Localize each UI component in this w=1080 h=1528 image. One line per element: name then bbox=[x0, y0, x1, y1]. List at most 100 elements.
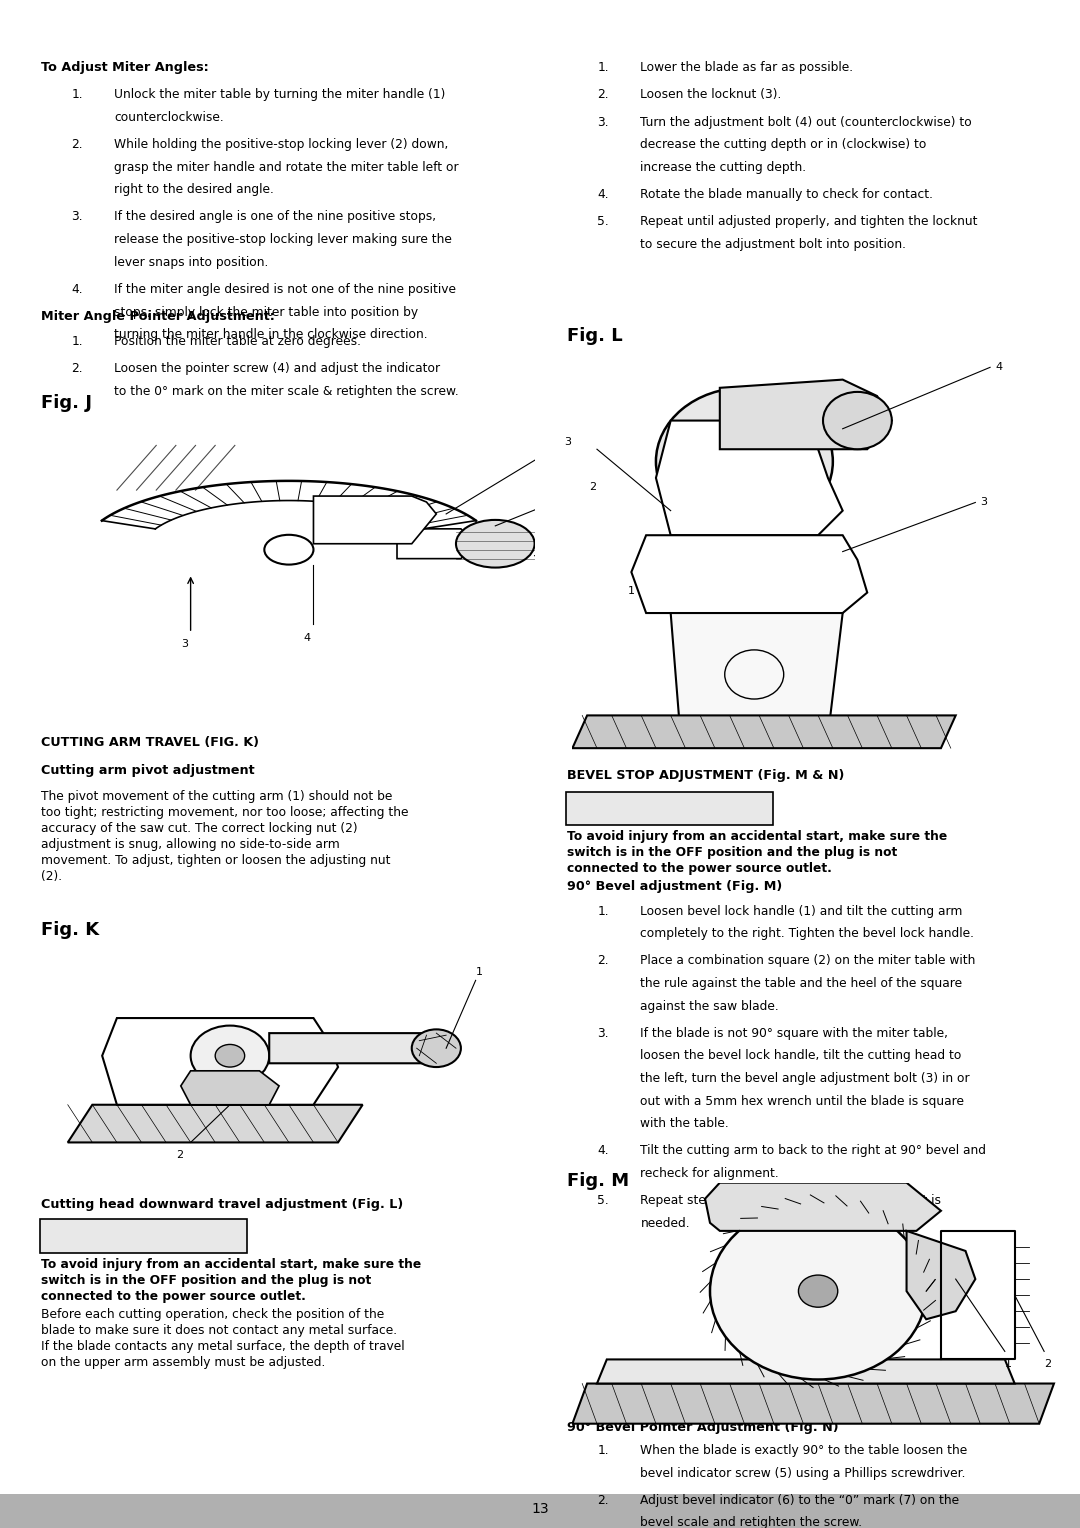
Text: recheck for alignment.: recheck for alignment. bbox=[640, 1167, 779, 1180]
Text: loosen the bevel lock handle, tilt the cutting head to: loosen the bevel lock handle, tilt the c… bbox=[640, 1050, 962, 1062]
Text: Turn the adjustment bolt (4) out (counterclockwise) to: Turn the adjustment bolt (4) out (counte… bbox=[640, 116, 972, 128]
Text: 13: 13 bbox=[531, 1502, 549, 1516]
Text: The pivot movement of the cutting arm (1) should not be
too tight; restricting m: The pivot movement of the cutting arm (1… bbox=[41, 790, 408, 883]
Circle shape bbox=[798, 1274, 838, 1308]
Text: release the positive-stop locking lever making sure the: release the positive-stop locking lever … bbox=[114, 234, 453, 246]
Circle shape bbox=[823, 391, 892, 449]
Text: When the blade is exactly 90° to the table loosen the: When the blade is exactly 90° to the tab… bbox=[640, 1444, 968, 1458]
Text: 3.: 3. bbox=[597, 1027, 609, 1041]
Circle shape bbox=[656, 388, 833, 535]
Text: BEVEL STOP ADJUSTMENT (Fig. M & N): BEVEL STOP ADJUSTMENT (Fig. M & N) bbox=[567, 769, 845, 782]
Polygon shape bbox=[68, 1105, 363, 1143]
Text: the left, turn the bevel angle adjustment bolt (3) in or: the left, turn the bevel angle adjustmen… bbox=[640, 1073, 970, 1085]
Text: 1: 1 bbox=[1004, 1360, 1012, 1369]
Text: needed.: needed. bbox=[640, 1216, 690, 1230]
Text: Position the miter table at zero degrees.: Position the miter table at zero degrees… bbox=[114, 335, 362, 348]
Text: 3.: 3. bbox=[71, 211, 83, 223]
Text: 3: 3 bbox=[180, 639, 188, 649]
Polygon shape bbox=[632, 535, 867, 613]
Polygon shape bbox=[180, 1071, 279, 1105]
Text: to the 0° mark on the miter scale & retighten the screw.: to the 0° mark on the miter scale & reti… bbox=[114, 385, 459, 397]
Polygon shape bbox=[572, 715, 956, 749]
Text: If the miter angle desired is not one of the nine positive: If the miter angle desired is not one of… bbox=[114, 283, 457, 296]
Polygon shape bbox=[720, 379, 892, 449]
Text: 2: 2 bbox=[176, 1151, 183, 1160]
Text: 90° Bevel Pointer Adjustment (Fig. N): 90° Bevel Pointer Adjustment (Fig. N) bbox=[567, 1421, 839, 1435]
Text: Adjust bevel indicator (6) to the “0” mark (7) on the: Adjust bevel indicator (6) to the “0” ma… bbox=[640, 1494, 959, 1507]
Text: 3.: 3. bbox=[597, 116, 609, 128]
Text: bevel scale and retighten the screw.: bevel scale and retighten the screw. bbox=[640, 1516, 863, 1528]
Text: the rule against the table and the heel of the square: the rule against the table and the heel … bbox=[640, 976, 962, 990]
Polygon shape bbox=[906, 1232, 975, 1319]
Text: If the blade is not 90° square with the miter table,: If the blade is not 90° square with the … bbox=[640, 1027, 948, 1041]
Circle shape bbox=[191, 1025, 269, 1086]
Text: Loosen the locknut (3).: Loosen the locknut (3). bbox=[640, 89, 782, 101]
Text: 2.: 2. bbox=[597, 1494, 609, 1507]
Text: 2: 2 bbox=[589, 483, 596, 492]
Text: 4.: 4. bbox=[597, 1144, 609, 1158]
Text: Place a combination square (2) on the miter table with: Place a combination square (2) on the mi… bbox=[640, 955, 976, 967]
Text: increase the cutting depth.: increase the cutting depth. bbox=[640, 160, 807, 174]
Text: 4: 4 bbox=[303, 633, 311, 643]
Text: Fig. J: Fig. J bbox=[41, 394, 92, 413]
Text: 1: 1 bbox=[627, 587, 635, 596]
Text: against the saw blade.: against the saw blade. bbox=[640, 999, 779, 1013]
Text: 3: 3 bbox=[981, 498, 987, 507]
Text: If the desired angle is one of the nine positive stops,: If the desired angle is one of the nine … bbox=[114, 211, 436, 223]
Text: Loosen bevel lock handle (1) and tilt the cutting arm: Loosen bevel lock handle (1) and tilt th… bbox=[640, 905, 962, 918]
Text: Repeat steps 1 through 4 if further adjustment is: Repeat steps 1 through 4 if further adju… bbox=[640, 1195, 942, 1207]
Text: 2.: 2. bbox=[597, 955, 609, 967]
Text: 3: 3 bbox=[564, 437, 571, 448]
Text: Fig. K: Fig. K bbox=[41, 921, 99, 940]
Text: Miter Angle Pointer Adjustment:: Miter Angle Pointer Adjustment: bbox=[41, 310, 275, 324]
Text: Cutting arm pivot adjustment: Cutting arm pivot adjustment bbox=[41, 764, 255, 778]
Text: 1.: 1. bbox=[71, 335, 83, 348]
Polygon shape bbox=[705, 1183, 941, 1232]
Polygon shape bbox=[597, 1360, 1015, 1383]
Text: 90° Bevel adjustment (Fig. M): 90° Bevel adjustment (Fig. M) bbox=[567, 880, 782, 894]
Text: 5.: 5. bbox=[597, 1195, 609, 1207]
Text: CUTTING ARM TRAVEL (FIG. K): CUTTING ARM TRAVEL (FIG. K) bbox=[41, 736, 259, 750]
Circle shape bbox=[730, 449, 759, 474]
Text: grasp the miter handle and rotate the miter table left or: grasp the miter handle and rotate the mi… bbox=[114, 160, 459, 174]
Text: Fig. M: Fig. M bbox=[567, 1172, 630, 1190]
Text: counterclockwise.: counterclockwise. bbox=[114, 112, 225, 124]
Text: 1: 1 bbox=[475, 967, 483, 976]
Text: Rotate the blade manually to check for contact.: Rotate the blade manually to check for c… bbox=[640, 188, 933, 202]
Polygon shape bbox=[656, 420, 842, 535]
Text: Fig. L: Fig. L bbox=[567, 327, 623, 345]
Text: To avoid injury from an accidental start, make sure the
switch is in the OFF pos: To avoid injury from an accidental start… bbox=[41, 1258, 421, 1302]
Text: with the table.: with the table. bbox=[640, 1117, 729, 1131]
Text: While holding the positive-stop locking lever (2) down,: While holding the positive-stop locking … bbox=[114, 138, 449, 151]
Text: 4: 4 bbox=[995, 362, 1002, 373]
Circle shape bbox=[411, 1030, 461, 1067]
Circle shape bbox=[265, 535, 313, 564]
Text: completely to the right. Tighten the bevel lock handle.: completely to the right. Tighten the bev… bbox=[640, 927, 974, 940]
Text: ⚠ WARNING: ⚠ WARNING bbox=[48, 1224, 133, 1238]
Polygon shape bbox=[269, 1033, 456, 1063]
Text: ⚠ WARNING: ⚠ WARNING bbox=[573, 796, 659, 810]
Text: 5.: 5. bbox=[597, 215, 609, 228]
Text: decrease the cutting depth or in (clockwise) to: decrease the cutting depth or in (clockw… bbox=[640, 138, 927, 151]
Text: turning the miter handle in the clockwise direction.: turning the miter handle in the clockwis… bbox=[114, 329, 428, 341]
Polygon shape bbox=[572, 1383, 1054, 1424]
Text: 4.: 4. bbox=[597, 188, 609, 202]
FancyBboxPatch shape bbox=[0, 1494, 1080, 1528]
Text: 1.: 1. bbox=[597, 1444, 609, 1458]
Text: to secure the adjustment bolt into position.: to secure the adjustment bolt into posit… bbox=[640, 238, 906, 251]
Circle shape bbox=[215, 1045, 245, 1067]
Text: 2.: 2. bbox=[71, 138, 83, 151]
Text: 2.: 2. bbox=[597, 89, 609, 101]
Text: Tilt the cutting arm to back to the right at 90° bevel and: Tilt the cutting arm to back to the righ… bbox=[640, 1144, 986, 1158]
Circle shape bbox=[456, 520, 535, 567]
FancyBboxPatch shape bbox=[40, 1219, 247, 1253]
Text: 1.: 1. bbox=[71, 89, 83, 101]
Text: right to the desired angle.: right to the desired angle. bbox=[114, 183, 274, 196]
Text: Lower the blade as far as possible.: Lower the blade as far as possible. bbox=[640, 61, 853, 75]
Text: lever snaps into position.: lever snaps into position. bbox=[114, 255, 269, 269]
Text: Cutting head downward travel adjustment (Fig. L): Cutting head downward travel adjustment … bbox=[41, 1198, 403, 1212]
Text: Loosen the pointer screw (4) and adjust the indicator: Loosen the pointer screw (4) and adjust … bbox=[114, 362, 441, 376]
Circle shape bbox=[710, 1203, 927, 1380]
Text: Unlock the miter table by turning the miter handle (1): Unlock the miter table by turning the mi… bbox=[114, 89, 446, 101]
Polygon shape bbox=[313, 497, 436, 544]
